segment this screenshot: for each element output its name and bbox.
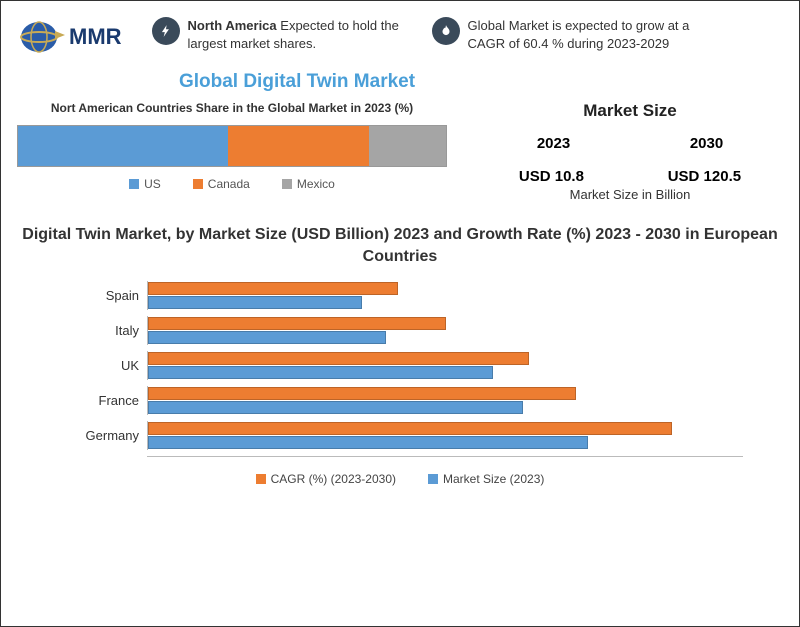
euro-bars [147, 351, 743, 380]
year-2023: 2023 [537, 135, 570, 152]
euro-row-germany: Germany [77, 421, 743, 450]
bar-size [148, 296, 362, 309]
year-2030: 2030 [690, 135, 723, 152]
value-2023: USD 10.8 [519, 168, 584, 185]
euro-axis [147, 456, 743, 460]
euro-label: France [77, 393, 147, 408]
bar-size [148, 331, 386, 344]
bar-cagr [148, 422, 672, 435]
euro-legend: CAGR (%) (2023-2030) Market Size (2023) [17, 472, 783, 486]
logo-text: MMR [69, 24, 122, 50]
stacked-seg-us [18, 126, 228, 166]
mmr-logo: MMR [17, 17, 122, 57]
mid-section: Nort American Countries Share in the Glo… [17, 101, 783, 202]
bar-size [148, 401, 523, 414]
globe-icon [17, 17, 71, 57]
share-legend-mexico: Mexico [282, 177, 335, 191]
euro-row-uk: UK [77, 351, 743, 380]
euro-legend-size: Market Size (2023) [428, 472, 544, 486]
euro-bars [147, 316, 743, 345]
euro-label: Italy [77, 323, 147, 338]
share-legend-canada: Canada [193, 177, 250, 191]
euro-legend-cagr: CAGR (%) (2023-2030) [256, 472, 396, 486]
stacked-seg-mexico [369, 126, 446, 166]
stacked-seg-canada [228, 126, 369, 166]
flame-icon [432, 17, 460, 45]
bar-cagr [148, 352, 529, 365]
euro-bars [147, 421, 743, 450]
bar-size [148, 436, 588, 449]
bar-cagr [148, 387, 576, 400]
bar-size [148, 366, 493, 379]
swatch-icon [193, 179, 203, 189]
header-highlight-1: North America Expected to hold the large… [152, 17, 412, 53]
market-size-title: Market Size [477, 101, 783, 121]
euro-bars [147, 281, 743, 310]
euro-bar-chart: Spain Italy UK France Germany [77, 281, 743, 460]
euro-chart-title: Digital Twin Market, by Market Size (USD… [17, 224, 783, 269]
market-years: 2023 2030 [477, 135, 783, 152]
euro-bars [147, 386, 743, 415]
share-legend: US Canada Mexico [17, 177, 447, 191]
euro-label: UK [77, 358, 147, 373]
euro-label: Germany [77, 428, 147, 443]
main-title: Global Digital Twin Market [97, 71, 497, 93]
euro-row-italy: Italy [77, 316, 743, 345]
bar-cagr [148, 317, 446, 330]
share-legend-us: US [129, 177, 161, 191]
market-size-block: Market Size 2023 2030 USD 10.8 USD 120.5… [477, 101, 783, 202]
swatch-icon [129, 179, 139, 189]
header-row: MMR North America Expected to hold the l… [17, 17, 783, 57]
stacked-bar [17, 125, 447, 167]
euro-row-france: France [77, 386, 743, 415]
header-highlight-2: Global Market is expected to grow at a C… [432, 17, 692, 53]
market-values: USD 10.8 USD 120.5 [477, 168, 783, 185]
swatch-cagr [256, 474, 266, 484]
swatch-icon [282, 179, 292, 189]
header-text-2: Global Market is expected to grow at a C… [468, 17, 692, 53]
market-subtitle: Market Size in Billion [477, 187, 783, 202]
bolt-icon [152, 17, 180, 45]
header-text-1: North America Expected to hold the large… [188, 17, 412, 53]
euro-label: Spain [77, 288, 147, 303]
share-chart-title: Nort American Countries Share in the Glo… [17, 101, 447, 117]
bar-cagr [148, 282, 398, 295]
na-share-chart: Nort American Countries Share in the Glo… [17, 101, 447, 202]
value-2030: USD 120.5 [668, 168, 741, 185]
euro-row-spain: Spain [77, 281, 743, 310]
swatch-size [428, 474, 438, 484]
